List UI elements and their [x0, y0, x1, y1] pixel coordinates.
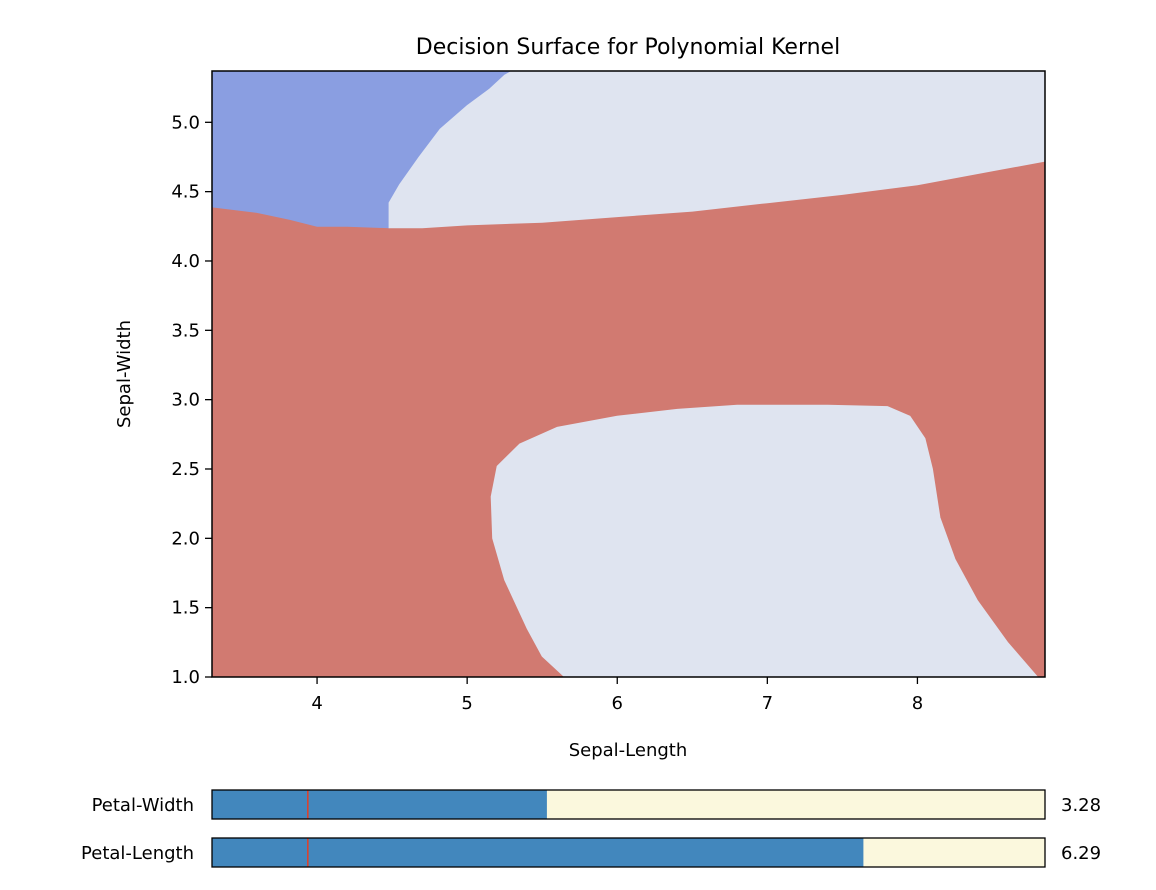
y-tick-label: 3.5 — [171, 320, 200, 341]
y-tick-label: 5.0 — [171, 112, 200, 133]
y-tick-label: 2.5 — [171, 459, 200, 480]
y-tick-label: 4.0 — [171, 251, 200, 272]
slider-fill — [212, 838, 864, 867]
slider-value: 6.29 — [1061, 843, 1101, 864]
slider-fill — [212, 790, 547, 819]
plot-area — [212, 71, 1045, 677]
x-tick-label: 4 — [311, 693, 322, 714]
y-tick-label: 1.0 — [171, 667, 200, 688]
y-tick-label: 2.0 — [171, 528, 200, 549]
y-tick-label: 1.5 — [171, 598, 200, 619]
x-axis-label: Sepal-Length — [569, 740, 688, 761]
slider-petal-length[interactable]: Petal-Length 6.29 — [81, 837, 1101, 868]
slider-value: 3.28 — [1061, 795, 1101, 816]
y-tick-label: 4.5 — [171, 182, 200, 203]
slider-label: Petal-Length — [81, 843, 194, 864]
x-tick-label: 7 — [762, 693, 773, 714]
slider-petal-width[interactable]: Petal-Width 3.28 — [92, 789, 1102, 820]
slider-border — [211, 837, 1046, 868]
y-axis-label: Sepal-Width — [114, 320, 135, 428]
y-axis: 1.0 1.5 2.0 2.5 3.0 3.5 4.0 4.5 5.0 — [171, 112, 212, 688]
y-tick-label: 3.0 — [171, 390, 200, 411]
slider-label: Petal-Width — [92, 795, 194, 816]
plot-frame — [211, 70, 1046, 678]
x-axis: 4 5 6 7 8 — [311, 677, 923, 714]
region-light-top — [388, 71, 1045, 229]
x-tick-label: 8 — [912, 693, 923, 714]
x-tick-label: 5 — [461, 693, 472, 714]
slider-border — [211, 789, 1046, 820]
region-light-bottom — [490, 404, 1039, 677]
x-tick-label: 6 — [612, 693, 623, 714]
chart-title: Decision Surface for Polynomial Kernel — [416, 35, 840, 60]
